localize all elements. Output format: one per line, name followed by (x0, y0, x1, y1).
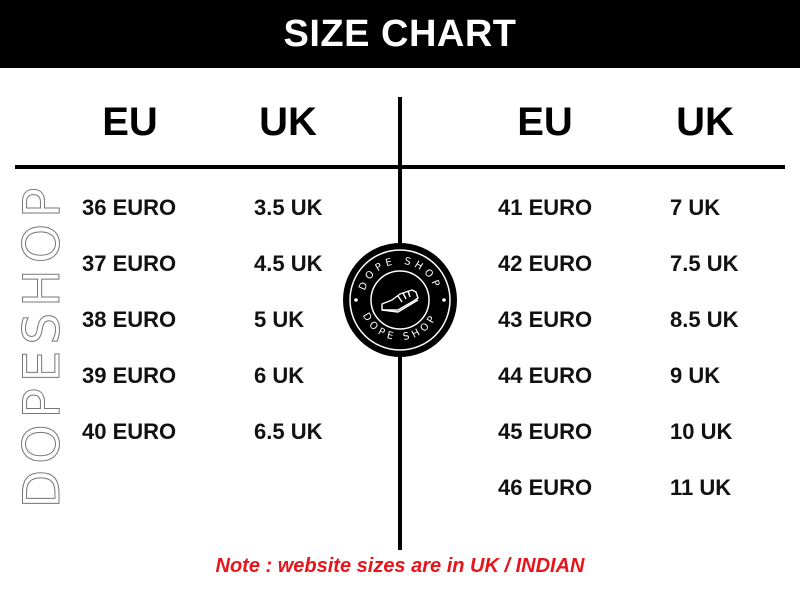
right-eu-size-cell: 42 EURO (498, 251, 593, 276)
page-title: SIZE CHART (283, 12, 517, 55)
left-uk-size-cell: 5 UK (254, 307, 305, 332)
dopeshop-logo: DOPE SHOP DOPE SHOP (343, 243, 457, 357)
left-eu-size-cell: 36 EURO (82, 195, 177, 220)
right-eu-size-cell: 46 EURO (498, 475, 593, 500)
left-eu-size-cell: 37 EURO (82, 251, 177, 276)
right-uk-size-cell: 7.5 UK (670, 251, 739, 276)
right-uk-size-cell: 8.5 UK (670, 307, 739, 332)
dopeshop-watermark: DOPESHOP (13, 181, 72, 509)
right-eu-size-cell: 41 EURO (498, 195, 593, 220)
note-text: Note : website sizes are in UK / INDIAN (215, 555, 585, 577)
left-uk-size-cell: 4.5 UK (254, 251, 323, 276)
left-eu-size-cell: 38 EURO (82, 307, 177, 332)
right-eu-size-cell: 43 EURO (498, 307, 593, 332)
left-eu-header: EU (102, 100, 158, 144)
header-bar: SIZE CHART (0, 0, 800, 68)
right-uk-size-cell: 11 UK (670, 475, 732, 500)
sneaker-icon (381, 289, 419, 313)
left-eu-size-cell: 39 EURO (82, 363, 177, 388)
right-uk-size-cell: 9 UK (670, 363, 721, 388)
left-eu-size-cell: 40 EURO (82, 419, 177, 444)
right-eu-size-cell: 45 EURO (498, 419, 593, 444)
right-uk-size-cell: 7 UK (670, 195, 721, 220)
left-uk-size-cell: 3.5 UK (254, 195, 323, 220)
right-uk-size-cell: 10 UK (670, 419, 733, 444)
left-uk-size-cell: 6.5 UK (254, 419, 323, 444)
left-uk-header: UK (259, 100, 317, 144)
right-eu-header: EU (517, 100, 573, 144)
right-uk-header: UK (676, 100, 734, 144)
left-uk-size-cell: 6 UK (254, 363, 305, 388)
right-eu-size-cell: 44 EURO (498, 363, 593, 388)
